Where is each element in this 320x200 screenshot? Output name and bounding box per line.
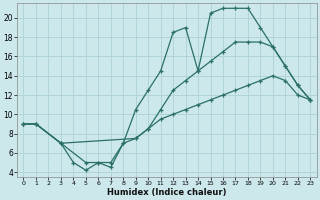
X-axis label: Humidex (Indice chaleur): Humidex (Indice chaleur)	[107, 188, 227, 197]
